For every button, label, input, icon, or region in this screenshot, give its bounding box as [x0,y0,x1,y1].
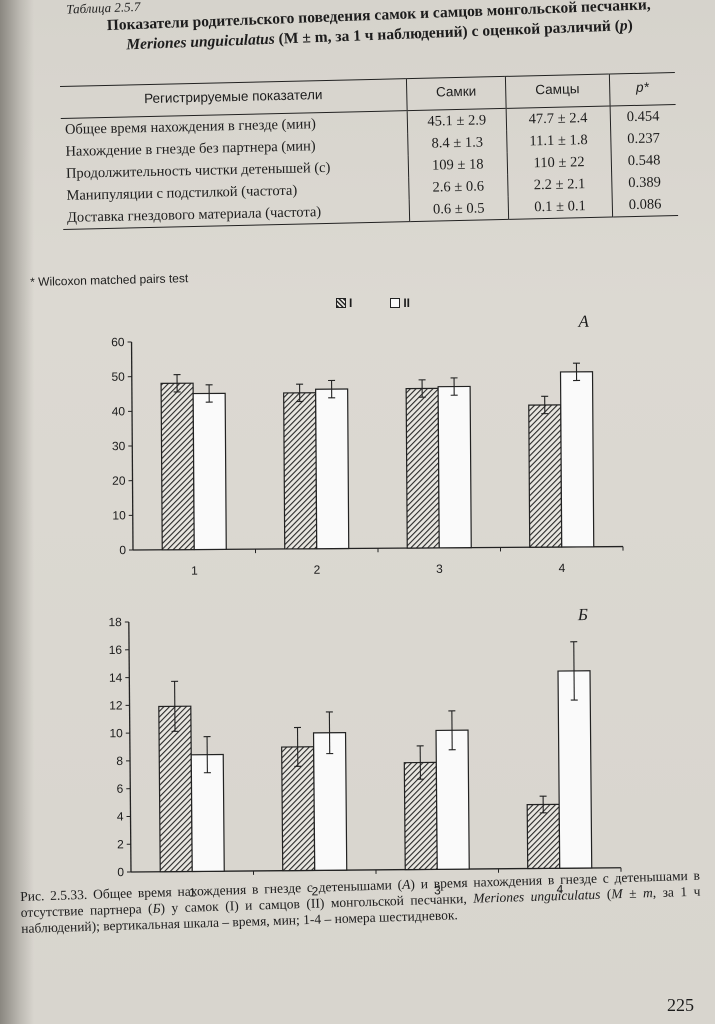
row-value-p: 0.086 [611,193,679,218]
row-value-females: 0.6 ± 0.5 [409,196,509,222]
y-tick-label: 6 [117,782,124,796]
page-number: 225 [667,995,694,1015]
bar-ii-1 [192,392,227,551]
y-tick-label: 40 [112,404,126,418]
column-header-males: Самцы [505,74,610,109]
bar-ii-3 [437,385,472,549]
y-tick-label: 60 [111,335,125,349]
bar-i-2 [283,392,318,550]
y-tick-label: 2 [117,837,124,851]
x-tick-label: 2 [313,563,320,577]
legend-item-ii: II [390,296,410,310]
y-tick-label: 12 [109,698,123,712]
row-value-males: 0.1 ± 0.1 [507,194,613,220]
legend-swatch-hatched [336,298,346,308]
bar-ii-3 [435,729,470,870]
bar-ii-4 [559,371,595,548]
y-tick-label: 20 [112,474,126,488]
y-tick-label: 14 [109,671,123,685]
y-tick-label: 0 [117,865,124,879]
y-tick-label: 10 [109,726,123,740]
y-tick-label: 10 [112,508,126,522]
row-value-p: 0.389 [611,171,678,195]
page-gutter-shadow [0,0,34,1024]
row-value-p: 0.237 [610,127,677,151]
behavior-table: Регистрируемые показатели Самки Самцы p*… [60,72,679,230]
y-tick-label: 18 [108,615,122,629]
chart-legend: I II [336,296,410,310]
panel-label: Б [577,605,588,624]
error-bar [573,641,575,701]
row-value-males: 11.1 ± 1.8 [506,128,611,153]
legend-label-i: I [349,296,353,310]
x-tick-label: 1 [191,564,198,578]
row-value-females: 8.4 ± 1.3 [407,130,507,156]
y-tick-label: 8 [116,754,123,768]
y-tick-label: 0 [119,543,126,557]
y-tick-label: 16 [109,643,123,657]
column-header-p: p* [608,72,676,107]
x-tick-label: 2 [312,884,319,898]
y-tick-label: 50 [111,370,125,384]
row-value-males: 47.7 ± 2.4 [505,106,611,131]
row-value-p: 0.454 [609,104,677,129]
bar-i-3 [405,387,440,549]
bar-i-4 [528,404,563,548]
bar-i-1 [160,382,195,551]
x-tick-label: 4 [558,561,565,575]
panel-label: А [577,312,589,331]
x-tick-label: 4 [557,882,564,896]
row-value-p: 0.548 [610,149,678,173]
y-axis [128,622,132,873]
column-header-females: Самки [406,76,506,111]
row-value-females: 2.6 ± 0.6 [408,174,508,200]
y-tick-label: 30 [112,439,126,453]
x-tick-label: 3 [436,562,443,576]
chart-plot-area: 0 10 20 30 40 50 60 1 2 3 4 А [111,312,624,578]
y-tick-label: 4 [117,810,124,824]
legend-label-ii: II [403,296,411,310]
row-value-females: 45.1 ± 2.9 [407,108,507,134]
row-value-males: 110 ± 22 [506,150,612,175]
x-tick-label: 3 [434,883,441,897]
bar-ii-2 [315,388,350,550]
row-value-females: 109 ± 18 [408,152,508,178]
bar-i-4 [526,803,561,870]
legend-swatch-open [390,298,401,308]
x-tick-label: 1 [189,885,196,899]
chart-a: 0 10 20 30 40 50 60 1 2 3 4 А [111,312,624,578]
legend-item-i: I [336,296,352,310]
row-value-males: 2.2 ± 2.1 [507,172,612,197]
